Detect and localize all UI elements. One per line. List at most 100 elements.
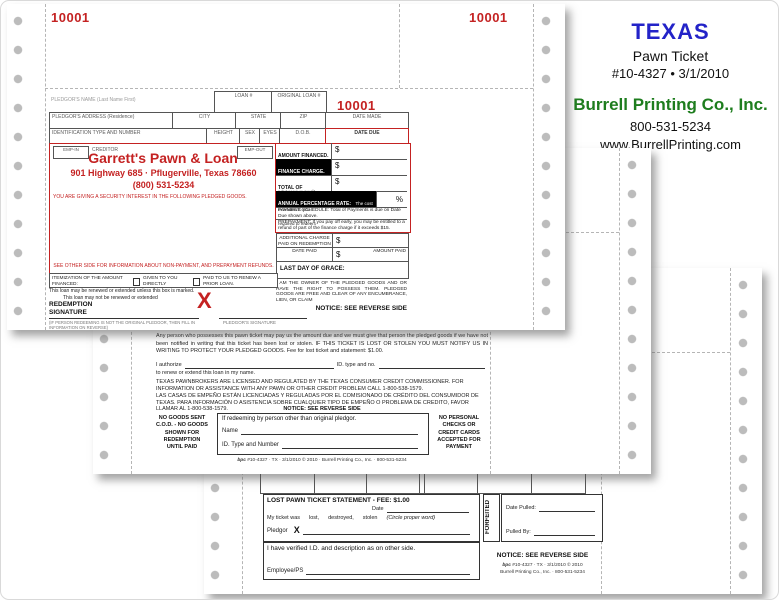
pledgor-signature-line[interactable] [219,318,307,319]
tractor-feed-holes-right [738,270,748,592]
id-type-blank-line[interactable] [378,361,486,369]
tractor-feed-holes-right [627,150,637,472]
authorize-label: I authorize [156,361,182,368]
sku-and-date: #10-4327 • 3/1/2010 [611,66,730,81]
table-divider [314,455,315,493]
payment-schedule-text: PAYMENT SCHEDULE: Total of Payments is d… [278,208,401,219]
form-footer: bpc #10-4327 · TX · 3/1/2010 © 2010 · Bu… [156,458,488,463]
warning-line: CREDIT CARDS [438,429,480,436]
renew-note-1: This loan may be renewed or extended unl… [49,288,195,294]
product-name: Pawn Ticket [632,48,709,64]
store-phone: (800) 531-5234 [132,180,195,190]
emp-out-box[interactable]: EMP-OUT [237,146,273,159]
last-day-grace-row[interactable]: LAST DAY OF GRACE: [276,261,409,279]
date-pulled-label: Date Pulled: [506,504,536,511]
form-footer-line2: Burrell Printing Co., Inc. · 800-531-523… [500,570,585,575]
company-name: Burrell Printing Co., Inc. [573,95,768,114]
city-label: CITY [198,114,211,120]
last-day-grace-label: LAST DAY OF GRACE: [280,266,345,272]
date-paid-label: DATE PAID [292,249,317,254]
tractor-feed-holes-left [13,6,23,328]
dollar-sign: $ [336,236,341,245]
warning-line: PAYMENT [446,444,472,451]
paid-renew-checkbox[interactable] [193,277,201,286]
identification-label: IDENTIFICATION TYPE AND NUMBER [52,130,141,136]
prepayment-text: PREPAYMENT: If you pay off early, you ma… [278,220,405,231]
redeem-fineprint: (IF PERSON REDEEMING IS NOT THE ORIGINAL… [49,320,196,330]
warning-line: REDEMPTION [163,436,201,443]
state-label: STATE [250,114,267,120]
owner-statement: I AM THE OWNER OF THE PLEDGED GOODS AND … [276,281,407,303]
authorize-blank-line[interactable] [184,361,334,369]
id-number-label: ID. Type and Number [222,441,279,448]
loan-number-box[interactable]: LOAN # [214,91,273,114]
warning-line: NO PERSONAL [438,415,480,421]
state-title: TEXAS [631,19,710,44]
redeem-by-other-box: If redeeming by person other than origin… [217,413,429,455]
store-address: 901 Highway 685 · Pflugerville, Texas 78… [70,168,257,178]
employee-label: Employee/PS [267,567,304,574]
table-divider [531,455,532,493]
prepayment-row: PREPAYMENT: If you pay off early, you ma… [276,219,407,231]
signature-x-mark: X [293,525,300,535]
original-loan-number-box[interactable]: ORIGINAL LOAN # [271,91,327,114]
itemization-row: ITEMIZATION OF THE AMOUNT FINANCED: GIVE… [49,273,278,288]
emp-in-box[interactable]: EMP-IN [53,146,89,159]
pledgor-signature-line[interactable] [302,527,470,535]
name-blank-line[interactable] [241,427,418,435]
stub-perforation-line [399,4,400,88]
date-pulled-line[interactable] [538,504,595,512]
security-interest-statement: YOU ARE GIVING A SECURITY INTEREST IN TH… [53,194,247,200]
given-directly-label: GIVEN TO YOU DIRECTLY [143,276,178,287]
loan-number-label: LOAN # [234,93,253,99]
name-label: Name [222,427,239,434]
pledgor-name-label: PLEDGOR'S NAME (Last Name First) [51,97,136,103]
id-number-blank-line[interactable] [281,441,418,449]
paid-renew-label: PAID TO US TO RENEW A PRIOR LOAN. [203,276,261,287]
perforation-line [533,4,534,330]
amount-paid-value[interactable]: $ AMOUNT PAID [332,248,408,262]
pawn-ticket-sheet-1: 10001 10001 PLEDGOR'S NAME (Last Name Fi… [7,4,565,330]
additional-charge-label: ADDITIONAL CHARGE PAID ON REDEMPTION [278,236,331,247]
total-payments-value[interactable]: $ [331,175,407,191]
amount-financed-value[interactable]: $ [331,143,407,159]
apr-row: ANNUAL PERCENTAGE RATE: The cost of your… [276,191,407,224]
table-divider [477,455,478,493]
warning-line: ACCEPTED FOR [437,436,481,443]
pulled-by-label: Pulled By: [506,528,531,535]
employee-signature-line[interactable] [306,567,470,575]
spanish-regulatory-notice: LAS CASAS DE EMPEÑO ESTÁN LICENCIADAS Y … [156,393,479,413]
pulled-by-line[interactable] [533,528,595,536]
warning-line: NO GOODS SENT [158,415,206,421]
additional-charge-value[interactable]: $ [332,234,408,248]
date-field: Date [372,505,472,513]
date-pulled-field: Date Pulled: [506,504,598,512]
employee-field: Employee/PS [267,567,473,575]
notice-reverse-side: NOTICE: SEE REVERSE SIDE [496,552,589,559]
table-divider [366,455,367,493]
no-goods-warning: NO GOODS SENT C.O.D. - NO GOODS SHOWN FO… [150,415,214,451]
redemption-word: REDEMPTION [49,301,93,308]
see-other-side-note: SEE OTHER SIDE FOR INFORMATION ABOUT NON… [53,263,274,269]
forfeited-label: FORFEITED [485,500,491,534]
finance-charge-value[interactable]: $ [331,159,407,175]
date-blank-line[interactable] [386,505,469,513]
finance-charge-row: FINANCE CHARGE. The dollar amount the cr… [276,159,407,210]
height-label: HEIGHT [214,130,233,136]
apr-value[interactable]: % [376,191,407,207]
amount-paid-label: AMOUNT PAID [373,249,406,254]
tractor-feed-holes-right [541,6,551,328]
renew-line: to renew or extend this loan in my name. [156,370,256,376]
dollar-sign: $ [336,250,341,259]
perforation-line [45,4,46,330]
redemption-x-mark: X [197,288,212,313]
date-made-label: DATE MADE [352,114,382,120]
given-directly-checkbox[interactable] [133,277,141,286]
warning-line: C.O.D. - NO GOODS [156,422,208,429]
id-type-label: ID. type and no. [336,361,376,368]
serial-number-top-left: 10001 [51,10,90,25]
redemption-signature-line[interactable] [49,318,199,319]
creditor-label: CREDITOR [92,147,119,153]
finance-charge-label: FINANCE CHARGE. The dollar amount the cr… [276,159,331,210]
